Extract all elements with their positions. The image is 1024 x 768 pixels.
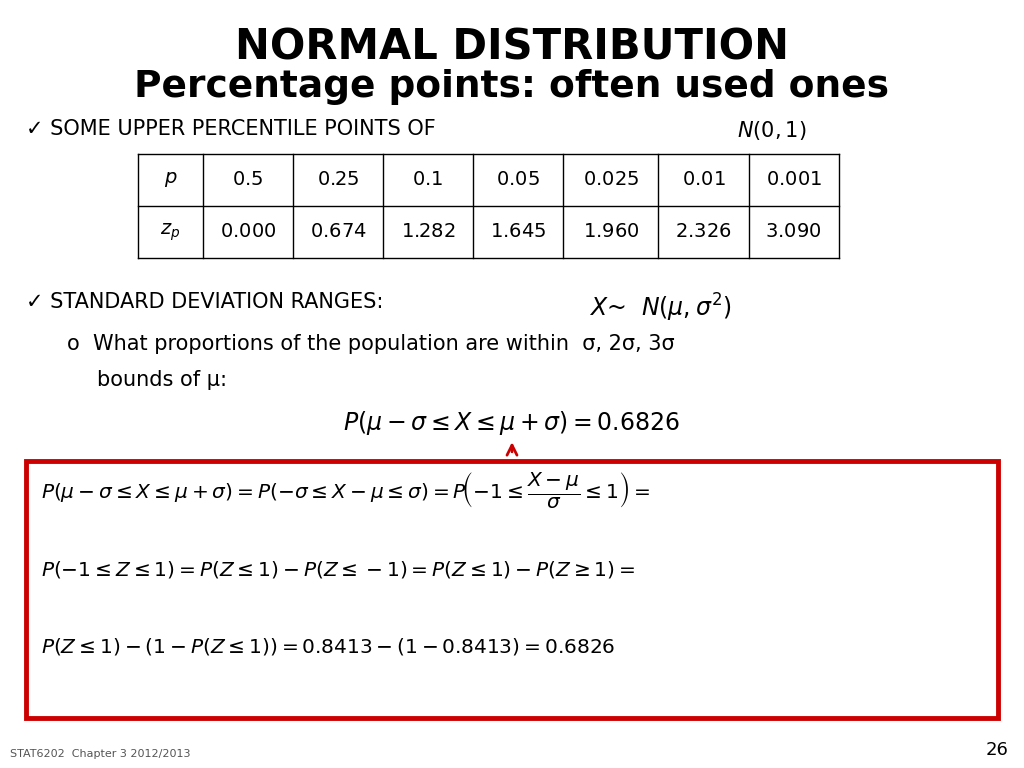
Text: NORMAL DISTRIBUTION: NORMAL DISTRIBUTION (234, 27, 790, 69)
Text: $z_p$: $z_p$ (161, 221, 180, 243)
Text: 26: 26 (986, 741, 1009, 759)
Text: STAT6202  Chapter 3 2012/2013: STAT6202 Chapter 3 2012/2013 (10, 749, 190, 759)
Text: ✓ STANDARD DEVIATION RANGES:: ✓ STANDARD DEVIATION RANGES: (26, 292, 389, 312)
Text: $P(\mu - \sigma \leq X \leq \mu + \sigma) = 0.6826$: $P(\mu - \sigma \leq X \leq \mu + \sigma… (343, 409, 681, 436)
Text: ✓ SOME UPPER PERCENTILE POINTS OF: ✓ SOME UPPER PERCENTILE POINTS OF (26, 119, 442, 139)
Text: $0.25$: $0.25$ (316, 170, 359, 189)
Text: $0.5$: $0.5$ (232, 170, 263, 189)
Text: bounds of μ:: bounds of μ: (97, 370, 227, 390)
Text: $2.326$: $2.326$ (675, 223, 732, 241)
Text: $1.960$: $1.960$ (583, 223, 639, 241)
Text: $1.282$: $1.282$ (400, 223, 456, 241)
Text: $P(Z \leq 1) - (1 - P(Z \leq 1)) = 0.8413 - (1 - 0.8413) = 0.6826$: $P(Z \leq 1) - (1 - P(Z \leq 1)) = 0.841… (41, 636, 615, 657)
Text: $1.645$: $1.645$ (490, 223, 546, 241)
Text: $0.05$: $0.05$ (497, 170, 540, 189)
Text: $N(0,1)$: $N(0,1)$ (737, 119, 807, 142)
Text: o  What proportions of the population are within  σ, 2σ, 3σ: o What proportions of the population are… (67, 334, 674, 354)
Text: $0.674$: $0.674$ (309, 223, 367, 241)
Text: $0.025$: $0.025$ (583, 170, 639, 189)
Bar (26, 461, 998, 718)
Text: $0.001$: $0.001$ (766, 170, 821, 189)
Text: Percentage points: often used ones: Percentage points: often used ones (134, 69, 890, 105)
Text: $0.000$: $0.000$ (219, 223, 276, 241)
Text: $0.1$: $0.1$ (413, 170, 443, 189)
Text: $\mathbf{\mathit{X}}$~  $\mathbf{\mathit{N}}(\mu,\sigma^2)$: $\mathbf{\mathit{X}}$~ $\mathbf{\mathit{… (589, 292, 731, 324)
Text: $0.01$: $0.01$ (682, 170, 725, 189)
Text: $P(\mu-\sigma \leq X \leq \mu+\sigma) = P(-\sigma \leq X-\mu \leq \sigma) = P\!\: $P(\mu-\sigma \leq X \leq \mu+\sigma) = … (41, 470, 650, 510)
Text: $P(-1 \leq Z \leq 1) = P(Z \leq 1) - P(Z \leq -1) = P(Z \leq 1) - P(Z \geq 1) =$: $P(-1 \leq Z \leq 1) = P(Z \leq 1) - P(Z… (41, 559, 635, 581)
Text: $p$: $p$ (164, 170, 177, 189)
Text: $3.090$: $3.090$ (765, 223, 822, 241)
